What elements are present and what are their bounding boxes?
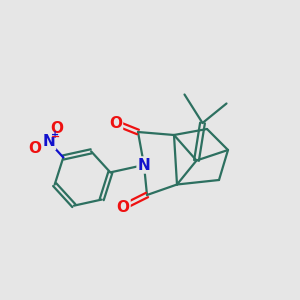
Text: −: −: [51, 131, 60, 142]
Text: O: O: [116, 200, 130, 214]
Text: N: N: [42, 134, 55, 149]
Text: O: O: [50, 121, 63, 136]
Text: O: O: [109, 116, 122, 130]
Text: N: N: [138, 158, 150, 172]
Text: O: O: [28, 141, 41, 156]
Text: +: +: [51, 130, 59, 140]
